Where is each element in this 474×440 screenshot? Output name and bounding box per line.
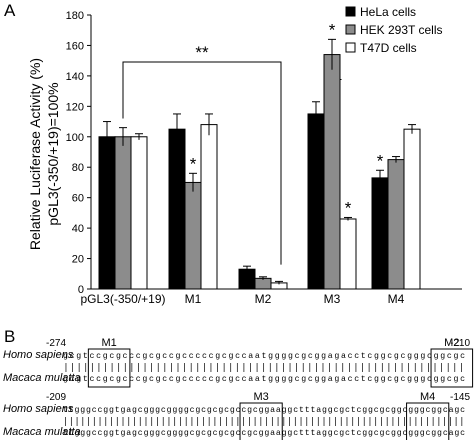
motif-label: M1: [101, 337, 116, 349]
sequence-row: gcgtccgcgcccgcgccgcccccgcgccaatggggcgcgg…: [63, 375, 465, 384]
legend: HeLa cells HEK 293T cells T47D cells: [345, 5, 442, 55]
species-name: Homo sapiens: [3, 403, 74, 415]
y-tick-label: 80: [72, 162, 84, 174]
motif-label: M2: [444, 337, 459, 349]
bar-t47d-cells-3: [339, 218, 357, 290]
block-end-position: -145: [450, 392, 470, 403]
legend-label: HEK 293T cells: [360, 23, 442, 37]
y-tick-label: 160: [66, 40, 84, 52]
bar-hek-293t-cells-1: [184, 181, 202, 290]
sequence-row: ttgggccggtgagcgggcggggcgcgcgcgccgcggaagg…: [63, 406, 465, 415]
significance-star: *: [377, 151, 384, 170]
bar-t47d-cells-4: [403, 128, 421, 290]
legend-swatch: [345, 42, 356, 53]
significance-bracket: **: [122, 43, 282, 265]
species-name: Homo sapiens: [3, 349, 74, 361]
sequence-row: ttgggccggtgagcgggcggggcgcgcgcgccgcggaagg…: [63, 429, 465, 438]
y-tick-label: 20: [72, 254, 84, 266]
bar-hek-293t-cells-3: [323, 54, 341, 290]
y-axis-label-line-2: pGL3(-350/+19)=100%: [45, 82, 61, 225]
bracket-line: [122, 61, 282, 265]
x-tick-label: M2: [255, 292, 272, 306]
sequence-row: gcgtccgcgcccgcgccgcccccgcgccaatggggcgcgg…: [63, 352, 465, 361]
x-axis-tick-labels: pGL3(-350/+19) M1 M2 M3 M4: [80, 292, 404, 306]
panel-a: A Relative Luciferase Activity (%) pGL3(…: [4, 1, 462, 306]
y-tick-label: 120: [66, 101, 84, 113]
bar-t47d-cells-1: [200, 124, 218, 290]
significance-star: *: [345, 198, 352, 217]
bar-group: ****: [98, 20, 421, 290]
bar-hela-cells-1: [168, 128, 186, 290]
y-axis-ticks: 0 20 40 60 80 100 120 140 160 180: [66, 10, 91, 296]
bar-t47d-cells-0: [130, 136, 148, 290]
y-tick-label: 60: [72, 193, 84, 205]
motif-box: [406, 402, 450, 440]
bracket-stars: **: [195, 43, 209, 62]
motif-box: [239, 402, 283, 440]
y-tick-label: 140: [66, 71, 84, 83]
bar-hela-cells-0: [98, 136, 116, 290]
block-start-position: -209: [46, 392, 66, 403]
y-axis-label-line-1: Relative Luciferase Activity (%): [27, 58, 43, 250]
bar-hek-293t-cells-2: [254, 277, 272, 290]
panel-a-label: A: [4, 1, 16, 20]
motif-box: [430, 348, 474, 388]
legend-label: HeLa cells: [360, 5, 416, 19]
y-tick-label: 40: [72, 223, 84, 235]
motif-box: [87, 348, 131, 388]
species-name: Macaca mulatta: [3, 372, 81, 384]
species-name: Macaca mulatta: [3, 426, 81, 438]
y-tick-label: 180: [66, 10, 84, 22]
bar-hek-293t-cells-4: [387, 159, 405, 290]
x-tick-label: M3: [324, 292, 341, 306]
block-end-position: -210: [450, 338, 470, 349]
legend-swatch: [345, 6, 356, 17]
panel-b-label: B: [4, 327, 15, 346]
significance-star: *: [190, 154, 197, 173]
motif-label: M4: [420, 391, 435, 403]
significance-star: *: [329, 20, 336, 39]
legend-swatch: [345, 24, 356, 35]
x-tick-label: M4: [388, 292, 405, 306]
bar-hela-cells-3: [307, 113, 325, 290]
bar-hela-cells-4: [371, 177, 389, 290]
x-tick-label: M1: [185, 292, 202, 306]
block-start-position: -274: [46, 338, 66, 349]
legend-label: T47D cells: [360, 41, 417, 55]
bar-hek-293t-cells-0: [114, 136, 132, 290]
x-tick-label: pGL3(-350/+19): [80, 292, 165, 306]
y-tick-label: 0: [78, 284, 84, 296]
motif-label: M3: [253, 391, 268, 403]
y-tick-label: 100: [66, 132, 84, 144]
